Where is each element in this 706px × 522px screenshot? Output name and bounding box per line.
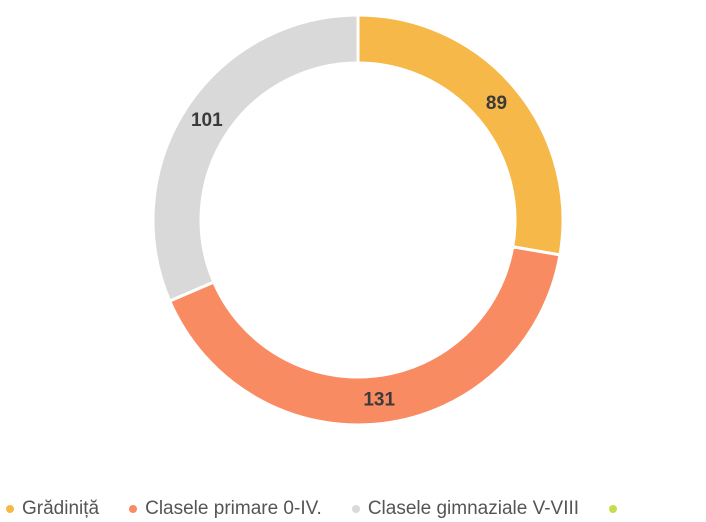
legend-swatch-fourth [609, 505, 618, 513]
legend-label-clasele-gimnaziale: Clasele gimnaziale V-VIII [367, 498, 580, 519]
legend-swatch-clasele-primare [129, 505, 138, 513]
donut-slice-0 [356, 13, 565, 257]
legend-swatch-clasele-gimnaziale [351, 505, 360, 513]
donut-slice-2 [151, 13, 360, 303]
legend-swatch-gradinita [6, 505, 14, 513]
data-label-1: 131 [363, 389, 395, 410]
legend-item-fourth [609, 505, 625, 513]
legend-label-gradinita: Grădiniță [22, 498, 100, 519]
chart-legend: Grădiniță Clasele primare 0-IV. Clasele … [6, 496, 706, 522]
donut-slices [151, 13, 565, 427]
data-label-2: 101 [191, 110, 223, 131]
legend-label-clasele-primare: Clasele primare 0-IV. [145, 498, 322, 519]
legend-item-clasele-primare: Clasele primare 0-IV. [129, 498, 322, 520]
legend-item-gradinita: Grădiniță [6, 498, 99, 520]
donut-slice-1 [167, 245, 562, 427]
legend-item-clasele-gimnaziale: Clasele gimnaziale V-VIII [351, 498, 580, 520]
data-label-0: 89 [486, 93, 507, 114]
donut-data-labels: 89 131 101 [191, 93, 507, 410]
